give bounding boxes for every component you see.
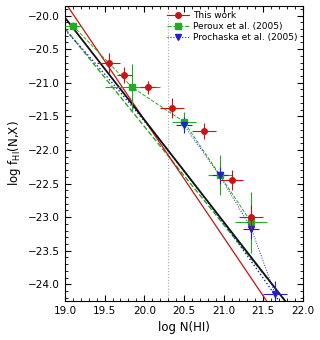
Legend: This work, Peroux et al. (2005), Prochaska et al. (2005): This work, Peroux et al. (2005), Prochas…: [163, 7, 301, 46]
Y-axis label: log f$_{\rm HI}$(N,X): log f$_{\rm HI}$(N,X): [5, 120, 22, 186]
X-axis label: log N(HI): log N(HI): [158, 321, 210, 335]
